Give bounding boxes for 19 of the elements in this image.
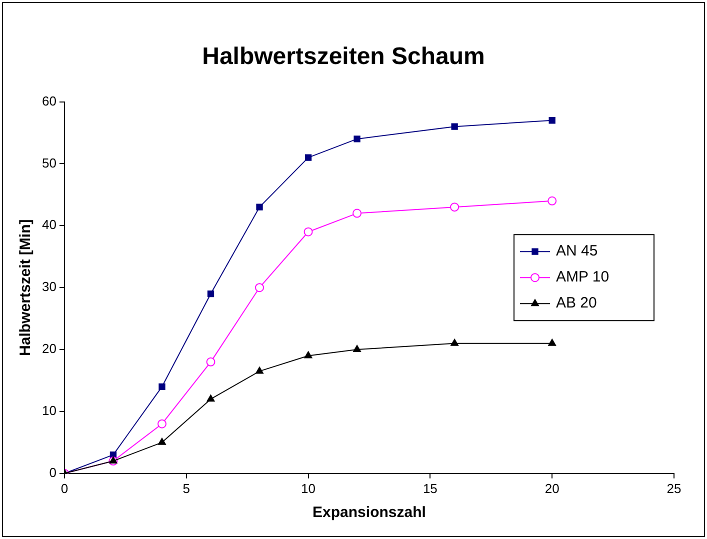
legend-label: AB 20 [556,294,597,312]
y-tick-label: 30 [42,279,56,294]
legend-label: AN 45 [556,242,598,260]
y-tick-label: 20 [42,341,56,356]
x-tick-label: 15 [422,480,438,496]
y-tick-label: 40 [42,217,56,232]
x-axis-title: Expansionszahl [312,504,426,522]
x-tick-label: 25 [666,480,682,496]
y-tick-label: 50 [42,155,56,170]
x-tick-label: 20 [544,480,560,496]
x-tick-label: 0 [60,480,68,496]
x-tick-label: 5 [182,480,190,496]
y-tick-label: 60 [42,93,56,108]
x-tick-label: 10 [301,480,316,496]
y-axis-title: Halbwertszeit [Min] [17,219,34,356]
y-tick-label: 0 [49,464,56,480]
chart-title: Halbwertszeiten Schaum [202,43,485,70]
y-tick-label: 10 [42,403,56,418]
legend-label: AMP 10 [556,268,610,286]
